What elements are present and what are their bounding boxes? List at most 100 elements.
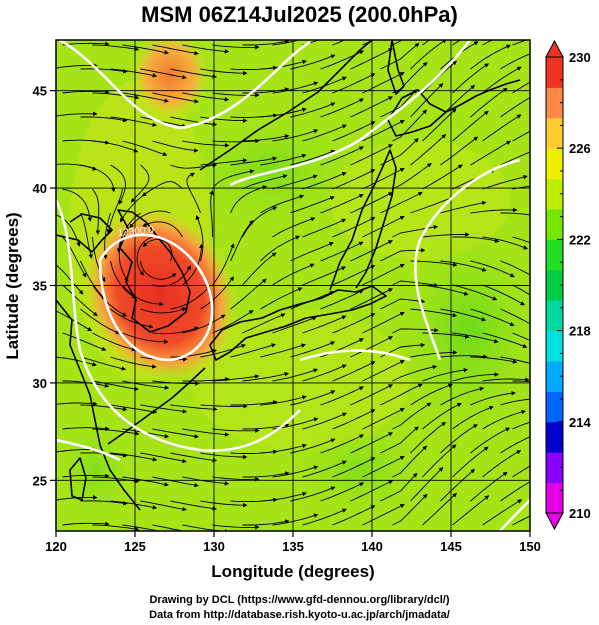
streamline	[392, 109, 428, 142]
streamline	[182, 314, 226, 334]
streamline	[110, 164, 126, 205]
streamline	[500, 308, 530, 325]
streamline	[56, 356, 97, 367]
streamline	[242, 371, 290, 382]
streamline	[186, 172, 201, 214]
streamline	[482, 450, 522, 478]
streamline	[242, 313, 286, 334]
streamline	[110, 500, 158, 510]
streamline	[56, 214, 81, 247]
streamline	[362, 168, 405, 190]
x-tick-label: 140	[361, 539, 383, 554]
streamline	[512, 421, 530, 430]
streamline	[200, 116, 248, 123]
streamline	[350, 192, 394, 214]
streamline	[290, 242, 334, 262]
streamline	[332, 313, 376, 334]
streamline	[302, 218, 347, 238]
streamline	[242, 134, 290, 142]
streamline	[242, 252, 277, 286]
streamline	[152, 326, 199, 335]
x-tick-label: 145	[440, 539, 462, 554]
streamline	[260, 443, 307, 454]
streamline	[140, 500, 187, 512]
colorbar-tick-label: 222	[569, 232, 591, 247]
streamline	[260, 153, 307, 166]
colorbar-tick-label: 214	[569, 415, 591, 430]
streamline	[380, 472, 418, 502]
streamline	[56, 111, 98, 117]
streamline	[80, 308, 121, 335]
streamline	[332, 265, 376, 286]
streamline	[422, 164, 463, 190]
streamline	[212, 428, 260, 433]
streamline	[242, 471, 290, 478]
streamline	[302, 124, 347, 142]
streamline	[482, 174, 528, 190]
streamline	[452, 284, 498, 301]
streamline	[470, 87, 508, 118]
streamline	[92, 140, 139, 153]
streamline	[116, 212, 141, 253]
streamline	[440, 308, 487, 322]
streamline	[512, 284, 530, 296]
streamline	[260, 107, 307, 118]
streamline	[152, 476, 199, 488]
x-tick-label: 130	[203, 539, 225, 554]
streamline	[152, 140, 199, 153]
streamline	[332, 169, 376, 190]
streamline	[272, 40, 301, 46]
streamline	[320, 98, 365, 118]
streamline	[136, 236, 153, 276]
streamline	[362, 263, 405, 286]
streamline	[302, 364, 347, 382]
colorbar-segment	[546, 300, 563, 332]
streamline	[500, 436, 530, 454]
streamline	[110, 116, 157, 127]
colorbar-segment	[546, 421, 563, 453]
streamline	[212, 44, 260, 50]
colorbar-segment	[546, 269, 563, 301]
colorbar-tick-label: 218	[569, 324, 591, 339]
streamline	[350, 96, 394, 118]
streamline	[470, 44, 511, 70]
streamline	[56, 495, 98, 501]
streamline	[362, 360, 405, 382]
streamline	[320, 146, 364, 166]
streamline	[440, 136, 479, 166]
colorbar-segment	[546, 117, 563, 149]
streamline	[110, 356, 157, 369]
streamline	[212, 138, 260, 144]
streamline	[122, 476, 170, 487]
streamline	[260, 59, 307, 70]
streamline	[62, 89, 110, 95]
streamline	[290, 149, 336, 166]
streamline	[362, 40, 374, 46]
y-axis-ticks: 25 30 35 40 45	[33, 84, 56, 488]
streamline	[170, 500, 218, 511]
height-contours	[56, 40, 530, 531]
footer-credit-drawing: Drawing by DCL (https://www.gfd-dennou.o…	[149, 594, 450, 606]
colorbar-segment	[546, 178, 563, 210]
streamline	[62, 521, 110, 527]
streamline	[470, 471, 508, 502]
streamline	[422, 492, 458, 526]
streamline	[512, 332, 530, 341]
streamline	[212, 243, 235, 286]
streamline	[500, 212, 530, 216]
colorbar-tick-label: 210	[569, 506, 591, 521]
streamline	[362, 120, 405, 142]
streamline	[170, 116, 218, 127]
streamline	[470, 427, 511, 454]
streamline	[452, 495, 490, 526]
streamline	[272, 465, 319, 478]
streamline	[260, 343, 306, 358]
streamline	[452, 40, 462, 46]
streamline	[170, 163, 218, 169]
streamline	[302, 412, 347, 430]
streamline	[230, 278, 267, 310]
streamline	[512, 185, 530, 190]
streamline	[62, 41, 110, 47]
streamline	[410, 350, 458, 358]
streamline	[350, 336, 393, 358]
